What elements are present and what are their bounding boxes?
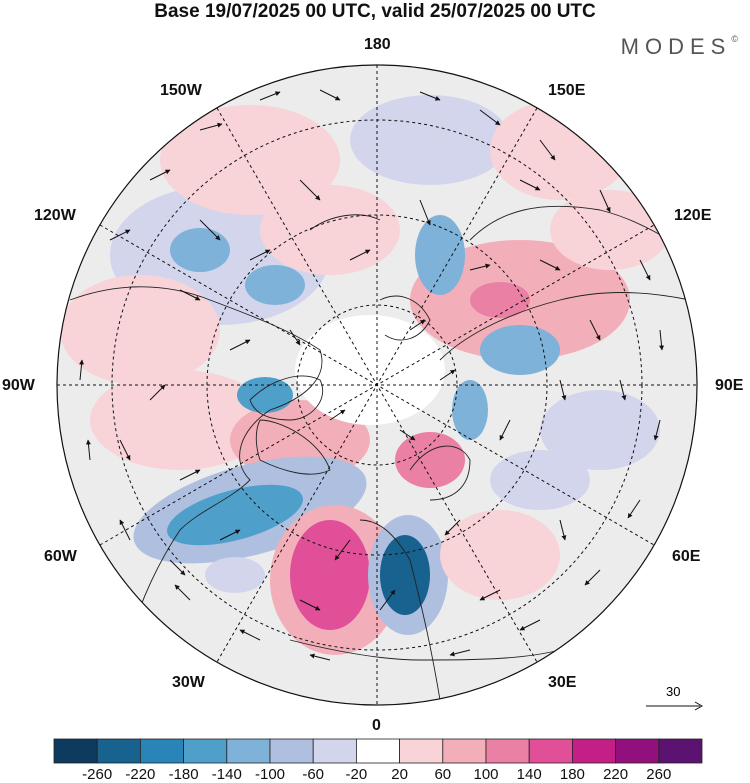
lon-label-150e: 150E [548,82,586,99]
polar-region [295,315,445,425]
colorbar-tick-label: -220 [125,766,156,783]
brand-text: MODES [620,34,732,59]
colorbar-tick-label: 140 [516,766,542,783]
anomaly-blob [60,275,220,385]
lon-label-60e: 60E [672,548,701,565]
colorbar-bin [355,738,400,764]
wind-vectors [79,89,665,661]
lon-label-0: 0 [372,717,381,734]
anomaly-blob [415,215,465,295]
colorbar-bin [485,738,530,764]
colorbar-tick-label: 60 [434,766,452,783]
colorbar-bin [528,738,573,764]
colorbar-bin [140,738,185,764]
lon-label-120w: 120W [34,207,76,224]
colorbar-tick-label: -180 [168,766,199,783]
modes-logo: MODES© [621,34,738,60]
colorbar-bin [269,738,314,764]
anomaly-blob [260,185,400,275]
lon-label-150w: 150W [160,82,202,99]
lon-label-180: 180 [364,36,391,53]
colorbar-tick-label: -260 [82,766,113,783]
anomaly-blob [490,450,590,510]
colorbar-bin [53,738,98,764]
map-boundary [56,64,698,706]
reference-vector-value: 30 [666,684,681,699]
anomaly-blob [480,325,560,375]
reference-arrow-icon [646,701,704,711]
colorbar-bin [183,738,228,764]
chart-title: Base 19/07/2025 00 UTC, valid 25/07/2025… [154,1,596,22]
colorbar-bin [615,738,660,764]
colorbar-bin [226,738,271,764]
lon-label-60w: 60W [44,548,77,565]
anomaly-blob [540,390,660,470]
graticule [57,65,697,705]
lon-label-90e: 90E [715,377,744,394]
anomaly-blob [452,380,488,440]
colorbar-bin [442,738,487,764]
anomaly-blob [440,510,560,600]
colorbar-bin [572,738,617,764]
lon-label-120e: 120E [674,207,712,224]
colorbar-tick-label: 100 [473,766,499,783]
colorbar-bin [399,738,444,764]
lon-label-90w: 90W [2,377,35,394]
colorbar-tick-label: -20 [345,766,368,783]
anomaly-blob [205,557,265,593]
anomaly-blob [550,190,670,270]
anomaly-blob [170,228,230,272]
colorbar-bin [96,738,141,764]
colorbar-bin [658,738,703,764]
colorbar-tick-label: -140 [211,766,242,783]
colorbar-tick-label: -100 [254,766,286,783]
reference-vector: 30 [640,684,710,714]
anomaly-blob [490,100,630,200]
colorbar-tick-label: -60 [302,766,325,783]
anomaly-blob [350,95,510,185]
colorbar-bin [312,738,357,764]
registered-mark: © [731,34,738,44]
colorbar [53,738,703,764]
anomaly-blob [237,377,293,413]
colorbar-tick-label: 220 [603,766,629,783]
anomaly-blob [167,484,303,546]
colorbar-tick-label: 20 [391,766,408,783]
anomaly-blob [290,520,370,630]
lon-label-30e: 30E [548,674,577,691]
anomaly-blob [470,282,530,318]
anomaly-blob [380,535,430,615]
anomaly-blob [245,265,305,305]
colorbar-tick-label: 180 [559,766,585,783]
lon-label-30w: 30W [172,674,205,691]
anomaly-blob [90,370,270,470]
colorbar-tick-label: 260 [646,766,672,783]
